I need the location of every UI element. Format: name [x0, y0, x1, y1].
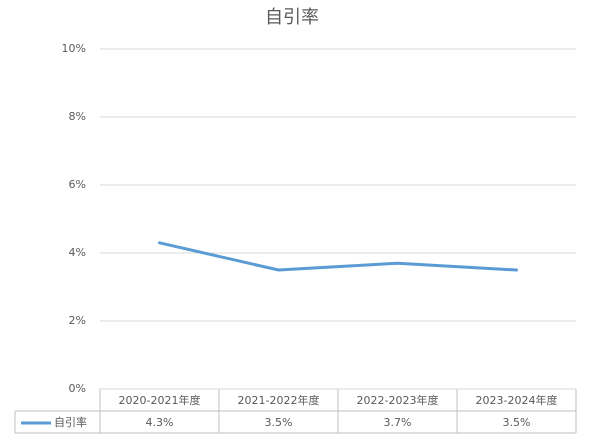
- y-tick-label: 0%: [69, 382, 86, 395]
- data-label: 3.7%: [384, 416, 412, 429]
- data-label: 4.3%: [146, 416, 174, 429]
- y-tick-label: 8%: [69, 110, 86, 123]
- y-tick-label: 6%: [69, 178, 86, 191]
- data-label: 3.5%: [265, 416, 293, 429]
- y-tick-label: 2%: [69, 314, 86, 327]
- y-tick-label: 10%: [62, 42, 86, 55]
- x-tick-label: 2020-2021年度: [119, 393, 201, 407]
- legend-label: 自引率: [54, 415, 87, 429]
- data-label: 3.5%: [503, 416, 531, 429]
- data-line: [158, 241, 518, 272]
- x-tick-label: 2022-2023年度: [357, 393, 439, 407]
- chart-title: 自引率: [265, 7, 319, 28]
- y-tick-label: 4%: [69, 246, 86, 259]
- x-tick-label: 2021-2022年度: [238, 393, 320, 407]
- x-tick-label: 2023-2024年度: [476, 393, 558, 407]
